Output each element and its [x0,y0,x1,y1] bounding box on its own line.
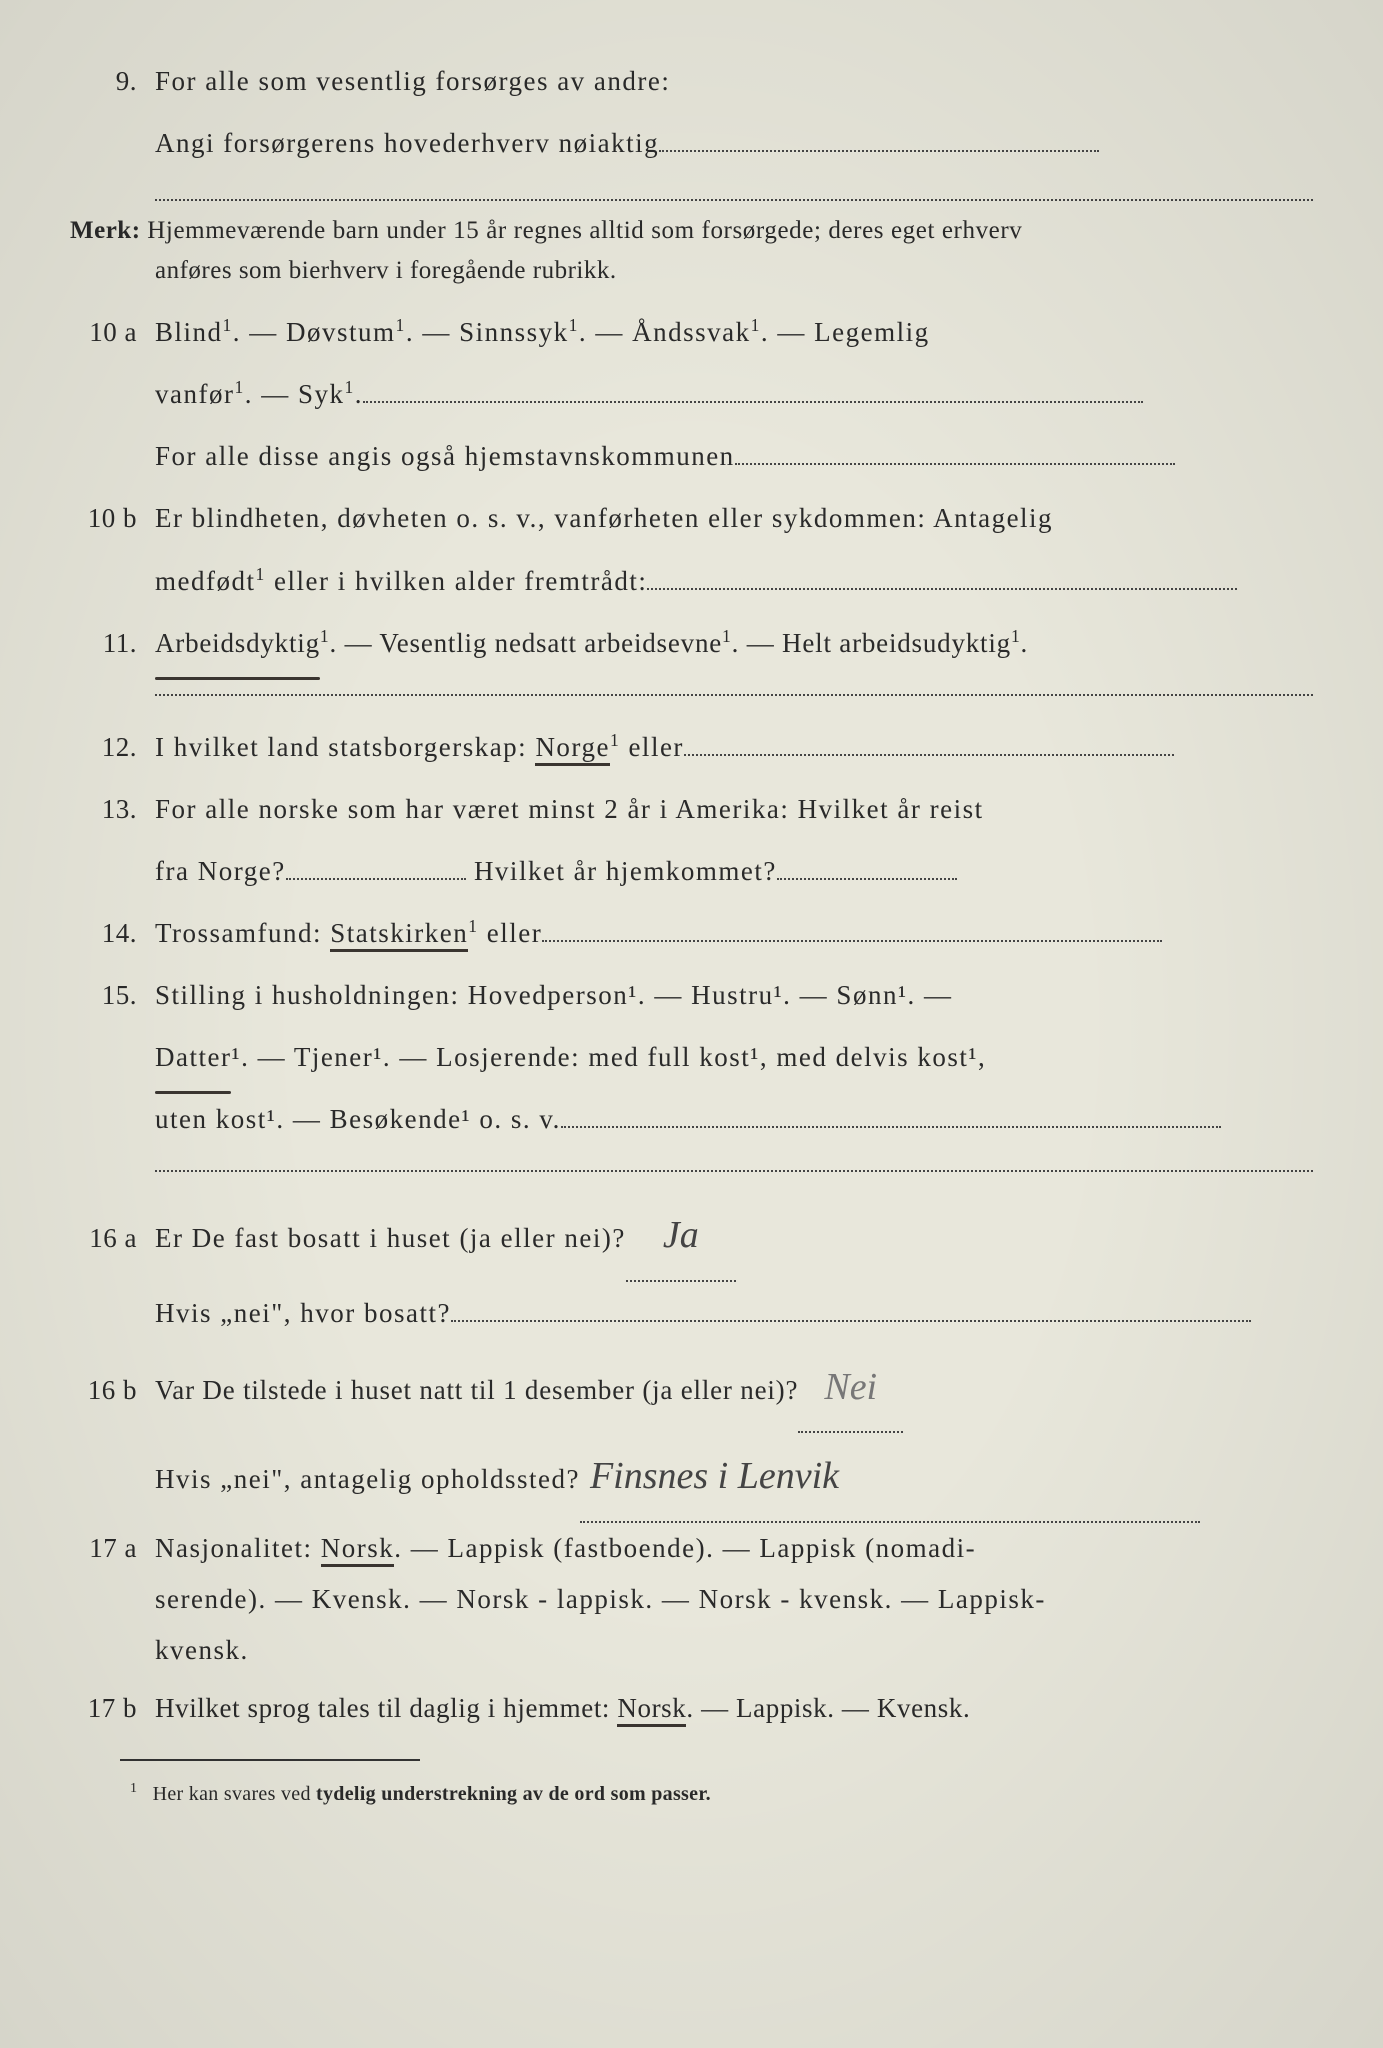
q10a-line3: For alle disse angis også hjemstavnskomm… [155,441,735,471]
merk-text2: anføres som bierhverv i foregående rubri… [70,251,1313,291]
fill-line[interactable]: Ja [626,1192,736,1281]
question-17a: 17 a Nasjonalitet: Norsk. — Lappisk (fas… [70,1523,1313,1574]
fill-line[interactable]: Finsnes i Lenvik [580,1433,1200,1522]
fill-line[interactable]: Nei [798,1344,903,1433]
q13-number: 13. [70,778,155,840]
question-17b: 17 b Hvilket sprog tales til daglig i hj… [70,1677,1313,1739]
footnote-number: 1 [130,1781,137,1796]
fill-line[interactable] [735,463,1175,465]
q9-number: 9. [70,50,155,112]
question-10a: 10 a Blind1. — Døvstum1. — Sinnssyk1. — … [70,301,1313,363]
question-15-line2: Datter¹. — Tjener¹. — Losjerende: med fu… [70,1026,1313,1088]
fill-line[interactable] [155,1170,1313,1172]
fill-line[interactable] [777,878,957,880]
q11-number: 11. [70,612,155,674]
question-10a-line2: vanfør1. — Syk1. [70,363,1313,425]
question-9-line2: Angi forsørgerens hovederhverv nøiaktig [70,112,1313,174]
footnote-text: Her kan svares ved [153,1783,316,1805]
question-14: 14. Trossamfund: Statskirken1 eller [70,902,1313,964]
q17a-line2: serende). — Kvensk. — Norsk - lappisk. —… [155,1574,1313,1625]
fill-line[interactable] [363,401,1143,403]
q10a-number: 10 a [70,301,155,363]
q11-arbeidsdyktig: Arbeidsdyktig [155,612,320,674]
q10b-line1: Er blindheten, døvheten o. s. v., vanfør… [155,487,1313,549]
q12-number: 12. [70,716,155,778]
q9-line2-text: Angi forsørgerens hovederhverv nøiaktig [155,128,659,158]
q17a-number: 17 a [70,1523,155,1574]
question-12: 12. I hvilket land statsborgerskap: Norg… [70,716,1313,778]
question-16a-line2: Hvis „nei", hvor bosatt? [70,1282,1313,1344]
question-10a-line3: For alle disse angis også hjemstavnskomm… [70,425,1313,487]
fill-line[interactable] [561,1126,1221,1128]
q12-norge: Norge [535,732,610,766]
question-15: 15. Stilling i husholdningen: Hovedperso… [70,964,1313,1026]
fill-line[interactable] [286,878,466,880]
q17b-number: 17 b [70,1677,155,1739]
fill-line[interactable] [542,940,1162,942]
q17a-line3: kvensk. [155,1625,1313,1676]
q10b-number: 10 b [70,487,155,549]
merk-text1: Hjemmeværende barn under 15 år regnes al… [147,217,1022,244]
q15-line1: Stilling i husholdningen: Hovedperson¹. … [155,964,1313,1026]
census-form-page: 9. For alle som vesentlig forsørges av a… [0,0,1383,2048]
question-16a: 16 a Er De fast bosatt i huset (ja eller… [70,1192,1313,1281]
question-11: 11. Arbeidsdyktig1. — Vesentlig nedsatt … [70,612,1313,674]
q16b-answer2: Finsnes i Lenvik [590,1455,839,1497]
fill-line[interactable] [155,694,1313,696]
q15-datter: Datter [155,1026,231,1088]
q10a-blind: Blind [155,317,223,347]
fill-line[interactable] [451,1320,1251,1322]
q17a-norsk: Norsk [321,1533,395,1567]
q17b-norsk: Norsk [617,1693,686,1727]
question-13: 13. For alle norske som har været minst … [70,778,1313,840]
question-10b-line2: medfødt1 eller i hvilken alder fremtrådt… [70,550,1313,612]
q13-line1: For alle norske som har været minst 2 år… [155,778,1313,840]
fill-line[interactable] [155,199,1313,201]
footnote-bold: tydelig understrekning av de ord som pas… [316,1783,711,1805]
fill-line[interactable] [647,588,1237,590]
q16b-answer1: Nei [824,1366,877,1408]
question-17a-line3: kvensk. [70,1625,1313,1676]
question-17a-line2: serende). — Kvensk. — Norsk - lappisk. —… [70,1574,1313,1625]
q14-statskirken: Statskirken [330,918,468,952]
question-10b: 10 b Er blindheten, døvheten o. s. v., v… [70,487,1313,549]
q14-number: 14. [70,902,155,964]
footnote-rule [120,1759,420,1761]
question-16b-line2: Hvis „nei", antagelig opholdssted?Finsne… [70,1433,1313,1522]
fill-line[interactable] [659,150,1099,152]
footnote: 1 Her kan svares ved tydelig understrekn… [70,1771,1313,1817]
question-9: 9. For alle som vesentlig forsørges av a… [70,50,1313,112]
question-13-line2: fra Norge? Hvilket år hjemkommet? [70,840,1313,902]
merk-note: Merk: Hjemmeværende barn under 15 år reg… [70,211,1313,291]
q16a-answer: Ja [663,1214,699,1256]
q16a-number: 16 a [70,1207,155,1269]
question-16b: 16 b Var De tilstede i huset natt til 1 … [70,1344,1313,1433]
q9-line1: For alle som vesentlig forsørges av andr… [155,50,1313,112]
q16b-number: 16 b [70,1359,155,1421]
fill-line[interactable] [684,754,1174,756]
q15-number: 15. [70,964,155,1026]
question-15-line3: uten kost¹. — Besøkende¹ o. s. v. [70,1088,1313,1150]
merk-label: Merk: [70,217,141,244]
